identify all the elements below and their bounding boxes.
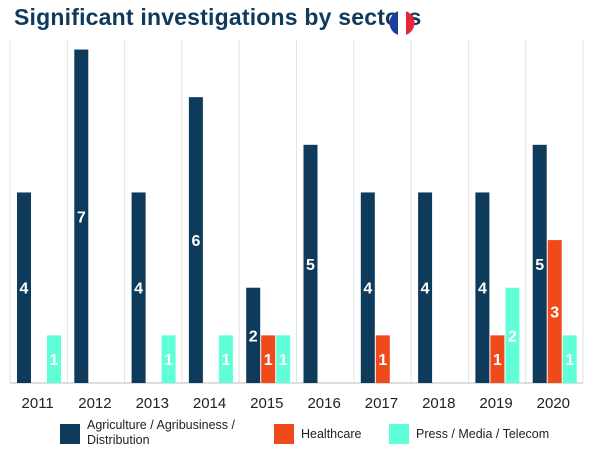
legend-label-healthcare: Healthcare <box>301 427 362 441</box>
x-tick-label-2013: 2013 <box>136 395 169 412</box>
legend-swatch-agriculture <box>60 424 80 444</box>
bar-2017-series-1 <box>360 192 375 383</box>
x-tick-label-2011: 2011 <box>22 395 54 412</box>
bar-2011-series-3 <box>47 335 61 383</box>
bar-2015-series-2 <box>261 335 276 383</box>
bar-2014-series-1 <box>188 97 203 384</box>
data-label-2013-series-3: 1 <box>164 352 173 369</box>
x-tick-label-2014: 2014 <box>193 395 226 412</box>
bar-2014-series-3 <box>218 335 233 383</box>
x-tick-label-2016: 2016 <box>307 395 340 412</box>
x-tick-label-2015: 2015 <box>250 395 283 412</box>
legend-swatch-press <box>389 424 409 444</box>
data-label-2020-series-2: 3 <box>550 305 559 322</box>
x-tick-label-2017: 2017 <box>365 395 398 412</box>
data-label-2017-series-2: 1 <box>378 352 387 369</box>
bar-2017-series-2 <box>375 335 390 383</box>
data-label-2019-series-1: 4 <box>478 281 487 298</box>
data-label-2015-series-3: 1 <box>279 352 288 369</box>
legend-swatch-healthcare <box>274 424 294 444</box>
legend-label-press: Press / Media / Telecom <box>416 427 550 441</box>
data-label-2013-series-1: 4 <box>134 281 143 298</box>
data-label-2015-series-1: 2 <box>249 328 258 345</box>
legend-label-agriculture-line2: Distribution <box>87 433 150 447</box>
data-label-2020-series-3: 1 <box>565 352 574 369</box>
bar-2019-series-3 <box>505 287 520 383</box>
bar-2013-series-3 <box>161 335 176 383</box>
bar-2020-series-2 <box>547 240 562 383</box>
data-label-2011-series-1: 4 <box>20 281 29 298</box>
x-tick-label-2018: 2018 <box>422 395 455 412</box>
data-label-2017-series-1: 4 <box>363 281 372 298</box>
data-label-2016-series-1: 5 <box>306 257 315 274</box>
bar-2015-series-1 <box>246 287 261 383</box>
data-label-2011-series-3: 1 <box>50 352 59 369</box>
x-tick-label-2019: 2019 <box>479 395 512 412</box>
grid-lines <box>9 40 584 384</box>
bar-2020-series-1 <box>532 144 547 383</box>
data-label-2019-series-3: 2 <box>508 328 517 345</box>
legend-label-agriculture-line1: Agriculture / Agribusiness / <box>87 418 235 432</box>
bar-2020-series-3 <box>562 335 577 383</box>
bar-2013-series-1 <box>131 192 146 383</box>
data-label-2018-series-1: 4 <box>421 281 430 298</box>
bar-2018-series-1 <box>418 192 433 383</box>
bar-2019-series-2 <box>490 335 505 383</box>
data-label-2012-series-1: 7 <box>77 209 86 226</box>
chart-title: Significant investigations by sectors <box>14 4 422 30</box>
x-tick-label-2020: 2020 <box>537 395 570 412</box>
bars <box>17 49 577 384</box>
x-axis-tick-labels: 2011 2012 2013 2014 2015 2016 2017 2018 2019 2020 <box>22 395 571 412</box>
bar-2016-series-1 <box>303 144 318 383</box>
bar-2019-series-1 <box>475 192 490 383</box>
bar-2011-series-1 <box>17 192 31 383</box>
data-label-2014-series-3: 1 <box>221 352 230 369</box>
x-tick-label-2012: 2012 <box>78 395 111 412</box>
data-label-2014-series-1: 6 <box>191 233 200 250</box>
data-label-2019-series-2: 1 <box>493 352 502 369</box>
data-label-2015-series-2: 1 <box>264 352 273 369</box>
france-flag-icon <box>389 10 415 36</box>
bar-2015-series-3 <box>276 335 291 383</box>
data-label-2020-series-1: 5 <box>535 257 544 274</box>
bar-2012-series-1 <box>74 49 89 384</box>
